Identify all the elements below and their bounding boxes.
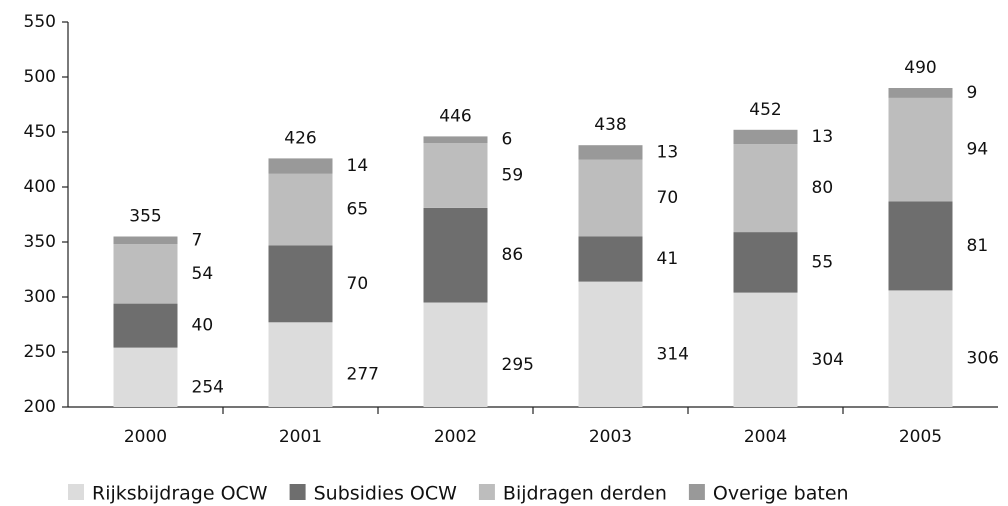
total-label: 438 [594, 115, 626, 135]
bar-segment [733, 292, 798, 407]
bar-segment [733, 129, 798, 145]
value-label: 9 [967, 83, 978, 103]
total-label: 426 [284, 128, 316, 148]
value-label: 94 [967, 140, 989, 160]
value-label: 59 [502, 165, 524, 185]
bar-segment [733, 144, 798, 233]
bar-segment [423, 136, 488, 143]
bar-segment [423, 143, 488, 208]
legend-label: Overige baten [713, 483, 849, 505]
value-label: 55 [812, 252, 834, 272]
legend-swatch [478, 484, 495, 500]
legend-label: Subsidies OCW [314, 483, 458, 505]
value-label: 314 [657, 344, 689, 364]
bar-segment [268, 158, 333, 174]
value-label: 295 [502, 355, 534, 375]
bar-segment [888, 88, 953, 98]
value-label: 13 [812, 127, 834, 147]
y-tick-label: 400 [24, 177, 56, 197]
legend-swatch [68, 484, 84, 500]
value-label: 70 [347, 274, 369, 294]
y-tick-label: 250 [24, 342, 56, 362]
bar-segment [423, 207, 488, 303]
value-label: 86 [502, 245, 524, 265]
bar-segment [423, 302, 488, 407]
bar-segment [268, 322, 333, 407]
legend-swatch [289, 484, 306, 500]
bar-segment [578, 281, 643, 407]
y-tick-label: 200 [24, 397, 56, 417]
y-tick-label: 450 [24, 122, 56, 142]
bar-segment [268, 245, 333, 323]
total-label: 446 [439, 106, 471, 126]
bar-segment [113, 347, 178, 407]
value-label: 7 [192, 230, 203, 250]
bar-segment [888, 97, 953, 202]
x-tick-label: 2001 [279, 427, 322, 447]
bar-segment [888, 201, 953, 291]
value-label: 13 [657, 142, 679, 162]
value-label: 40 [192, 316, 214, 336]
x-tick-label: 2000 [124, 427, 167, 447]
bar-segment [113, 244, 178, 304]
bar-segment [578, 159, 643, 237]
y-tick-label: 300 [24, 287, 56, 307]
bar-segment [578, 236, 643, 282]
value-label: 65 [347, 200, 369, 220]
value-label: 14 [347, 156, 369, 176]
value-label: 54 [192, 264, 214, 284]
value-label: 304 [812, 350, 844, 370]
bar-segment [733, 232, 798, 293]
total-label: 355 [129, 207, 161, 227]
total-label: 452 [749, 100, 781, 120]
y-tick-label: 550 [24, 12, 56, 32]
bar-segment [888, 290, 953, 407]
value-label: 80 [812, 178, 834, 198]
value-label: 6 [502, 130, 513, 150]
value-label: 70 [657, 188, 679, 208]
y-tick-label: 500 [24, 67, 56, 87]
x-tick-label: 2004 [744, 427, 787, 447]
bar-segment [113, 236, 178, 245]
bar-segment [113, 303, 178, 348]
value-label: 81 [967, 236, 989, 256]
bar-segment [578, 145, 643, 160]
value-label: 254 [192, 377, 224, 397]
bar-segment [268, 173, 333, 246]
legend-label: Rijksbijdrage OCW [92, 483, 268, 505]
x-tick-label: 2003 [589, 427, 632, 447]
total-label: 490 [904, 58, 936, 78]
value-label: 41 [657, 249, 679, 269]
legend-swatch [688, 484, 705, 500]
x-tick-label: 2002 [434, 427, 477, 447]
x-tick-label: 2005 [899, 427, 942, 447]
value-label: 277 [347, 365, 379, 385]
y-tick-label: 350 [24, 232, 56, 252]
legend-label: Bijdragen derden [503, 483, 667, 505]
value-label: 306 [967, 349, 999, 369]
